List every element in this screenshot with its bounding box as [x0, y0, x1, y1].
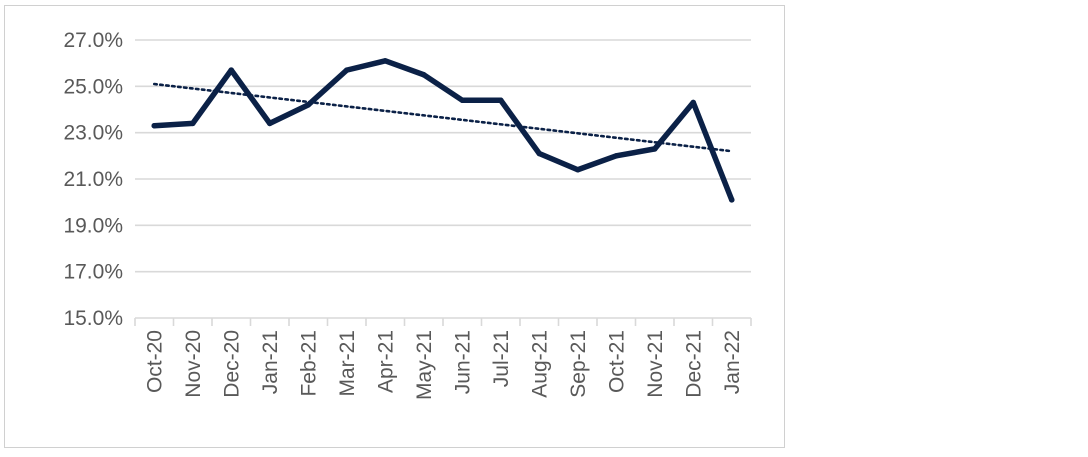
y-tick-label: 25.0% — [63, 75, 123, 98]
y-axis-tick-labels: 15.0% 17.0% 19.0% 21.0% 23.0% 25.0% 27.0% — [63, 29, 123, 330]
data-point — [382, 58, 388, 64]
data-point — [652, 146, 658, 152]
y-tick-label: 21.0% — [63, 168, 123, 191]
x-tick-label: Oct-20 — [143, 330, 166, 393]
y-tick-label: 15.0% — [63, 307, 123, 330]
data-point — [228, 67, 234, 73]
data-point — [498, 97, 504, 103]
data-point — [344, 67, 350, 73]
y-tick-label: 23.0% — [63, 122, 123, 145]
x-tick-label: Mar-21 — [336, 330, 359, 397]
x-tick-label: Feb-21 — [297, 330, 320, 397]
data-point — [151, 122, 157, 129]
y-tick-label: 27.0% — [63, 29, 123, 52]
x-tick-label: Apr-21 — [374, 330, 397, 393]
y-tick-label: 17.0% — [63, 261, 123, 284]
data-point — [690, 99, 696, 106]
y-tick-label: 19.0% — [63, 214, 123, 237]
data-point — [190, 120, 196, 127]
data-point — [421, 72, 427, 78]
x-tick-label: Aug-21 — [528, 330, 551, 398]
trendline — [152, 82, 734, 153]
series-line — [151, 58, 735, 203]
x-tick-label: Nov-20 — [182, 330, 205, 398]
x-tick-label: Jun-21 — [451, 330, 474, 394]
chart-frame: 15.0% 17.0% 19.0% 21.0% 23.0% 25.0% 27.0% Oct-… — [4, 5, 785, 448]
data-point — [613, 153, 619, 159]
x-tick-label: Jan-21 — [259, 330, 282, 394]
data-point — [459, 97, 465, 103]
x-tick-label: Jan-22 — [721, 330, 744, 394]
x-tick-label: Sep-21 — [567, 330, 590, 398]
line-chart: 15.0% 17.0% 19.0% 21.0% 23.0% 25.0% 27.0% Oct-… — [63, 29, 752, 400]
trendline-layer — [152, 82, 734, 153]
x-axis — [134, 317, 752, 326]
data-point — [267, 120, 273, 127]
data-point — [575, 166, 581, 173]
data-point — [305, 102, 311, 108]
x-axis-tick-labels: Oct-20 Nov-20 Dec-20 Jan-21 Feb-21 Mar-21 Apr-… — [143, 330, 744, 400]
data-point — [729, 197, 735, 203]
x-tick-label: Jul-21 — [490, 330, 513, 387]
series-layer — [151, 58, 735, 203]
x-tick-label: May-21 — [413, 330, 436, 400]
x-tick-label: Oct-21 — [605, 330, 628, 393]
data-point — [536, 150, 542, 157]
x-tick-label: Nov-21 — [644, 330, 667, 398]
x-tick-label: Dec-20 — [220, 330, 243, 398]
x-tick-label: Dec-21 — [682, 330, 705, 398]
